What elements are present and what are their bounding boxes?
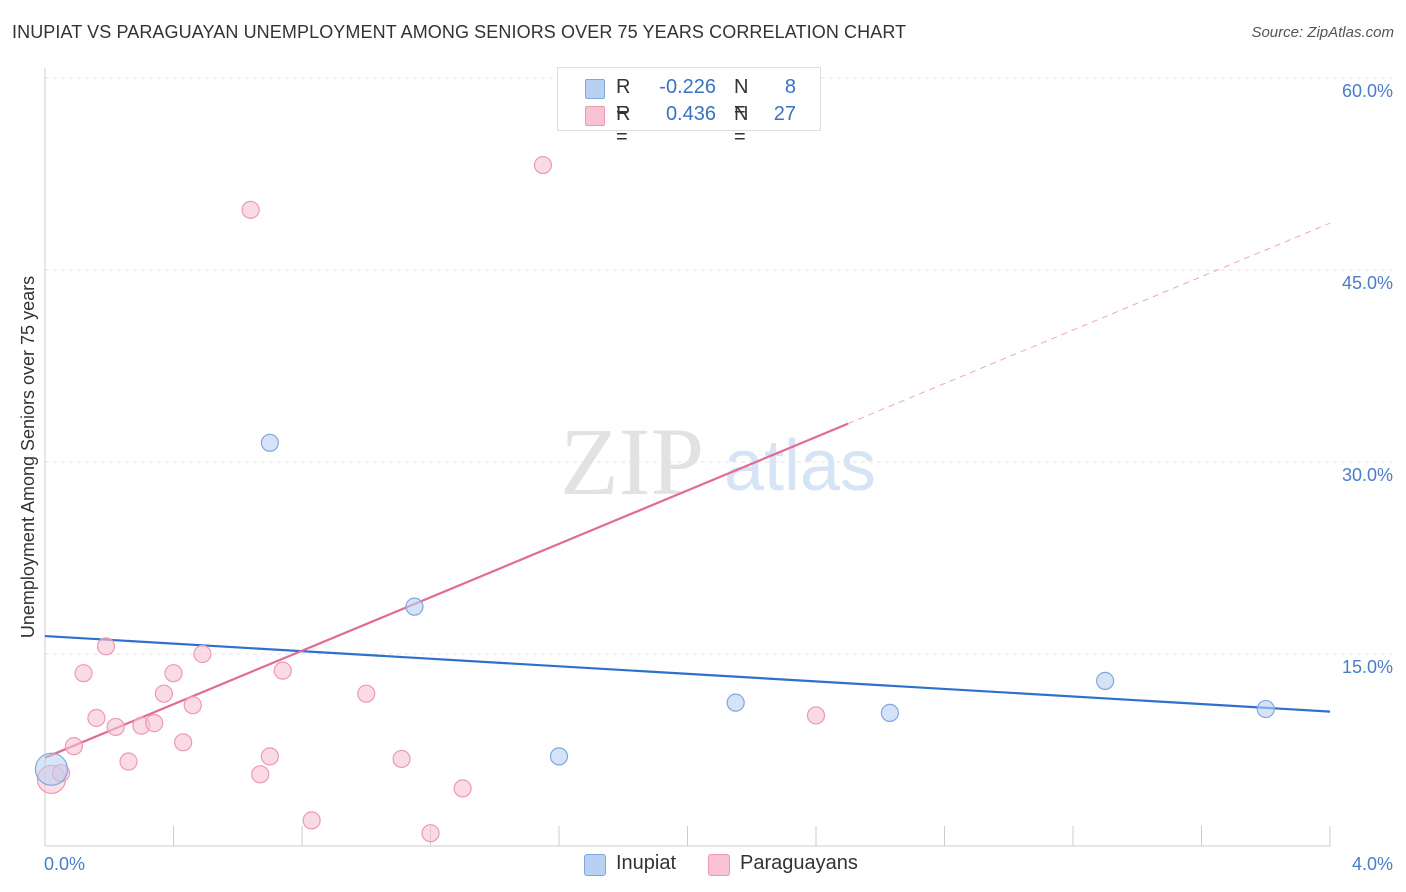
point-inupiat-7 [1256, 699, 1275, 719]
paraguayan-swatch [708, 854, 730, 876]
point-paraguayans-16 [251, 765, 270, 784]
point-paraguayans-2 [64, 737, 84, 756]
point-paraguayans-19 [302, 811, 321, 830]
point-paraguayans-26 [806, 706, 826, 725]
legend-label-paraguayans: Paraguayans [740, 852, 858, 874]
r-label: R = [616, 76, 631, 121]
stats-legend: R = -0.226 N = 8 R = 0.436 N = 27 [557, 67, 821, 148]
point-paraguayans-3 [74, 664, 93, 683]
n-label: N = [734, 76, 749, 121]
y-tick-label-3: 60.0% [1342, 81, 1393, 101]
trend-line-paraguayans [44, 422, 849, 759]
r-label: R = [616, 103, 631, 148]
r-value: -0.226 [659, 76, 716, 98]
axis-layer: 0.0% 4.0% Unemployment Among Seniors over … [18, 68, 1393, 874]
chart-title: INUPIAT VS PARAGUAYAN UNEMPLOYMENT AMONG… [12, 22, 907, 42]
point-inupiat-3 [549, 747, 569, 766]
n-value: 27 [773, 103, 796, 125]
watermark-atlas: atlas [724, 426, 876, 506]
legend-label-inupiat: Inupiat [616, 852, 677, 874]
grid-layer [45, 77, 1392, 655]
inupiat-swatch [585, 79, 605, 99]
n-value: 8 [784, 76, 796, 98]
point-paraguayans-20 [357, 684, 376, 703]
point-paraguayans-12 [174, 733, 193, 752]
x-tick-label-1: 4.0% [1352, 854, 1393, 874]
point-inupiat-2 [405, 597, 424, 616]
trend-layer [44, 222, 1331, 759]
point-paraguayans-6 [106, 717, 125, 737]
point-paraguayans-13 [183, 696, 202, 715]
r-value: 0.436 [665, 103, 716, 125]
point-inupiat-5 [880, 703, 899, 722]
n-label: N = [734, 103, 749, 148]
source-label: Source: ZipAtlas.com [1251, 24, 1394, 41]
point-paraguayans-23 [453, 779, 472, 798]
point-paraguayans-9 [145, 714, 164, 733]
y-tick-label-0: 15.0% [1342, 657, 1393, 677]
point-paraguayans-7 [119, 752, 138, 771]
label-layer: 15.0% 30.0% 45.0% 60.0% [1342, 81, 1393, 677]
point-paraguayans-22 [421, 824, 440, 843]
watermark-zip: ZIP [560, 408, 704, 515]
point-paraguayans-21 [392, 749, 411, 769]
point-paraguayans-11 [164, 664, 183, 683]
point-inupiat-0 [34, 752, 69, 786]
inupiat-swatch [584, 854, 606, 876]
point-paraguayans-14 [193, 644, 212, 664]
point-paraguayans-17 [260, 747, 279, 766]
y-tick-label-1: 30.0% [1342, 465, 1393, 485]
point-inupiat-1 [260, 433, 279, 452]
y-axis-title: Unemployment Among Seniors over 75 years [18, 276, 38, 638]
point-paraguayans-10 [154, 684, 173, 703]
series-legend: Inupiat Paraguayans [0, 852, 1406, 878]
point-paraguayans-18 [273, 661, 292, 680]
trend-extension-paraguayans [847, 222, 1331, 425]
point-inupiat-6 [1096, 671, 1115, 690]
points-layer [34, 88, 1275, 843]
point-paraguayans-4 [87, 708, 106, 728]
watermark: ZIP atlas [560, 408, 876, 515]
paraguayan-swatch [585, 106, 605, 126]
point-paraguayans-15 [241, 200, 260, 219]
point-inupiat-4 [726, 693, 745, 712]
point-paraguayans-24 [533, 155, 553, 175]
y-tick-label-2: 45.0% [1342, 273, 1393, 293]
trend-line-inupiat [44, 634, 1331, 713]
x-tick-label-0: 0.0% [44, 854, 85, 874]
point-paraguayans-5 [96, 637, 116, 656]
